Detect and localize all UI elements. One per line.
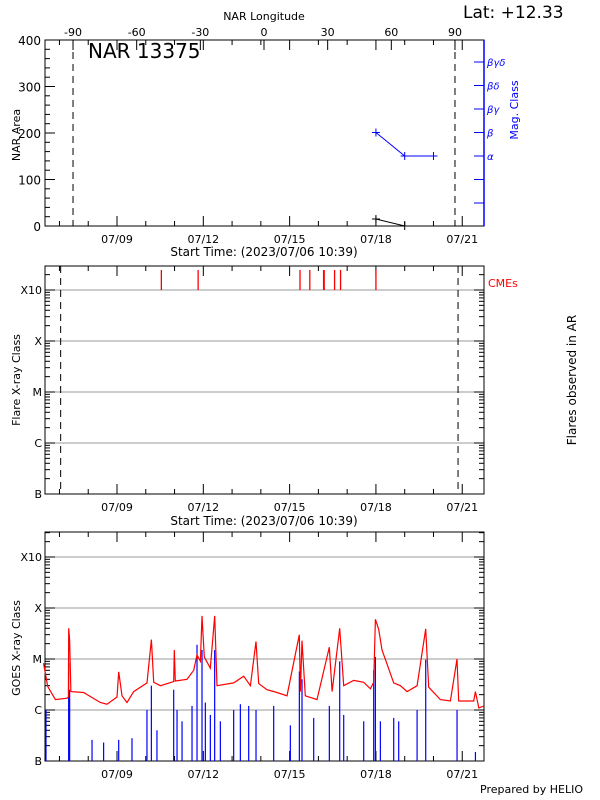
- flares-y-tick-label: X: [34, 335, 42, 348]
- goes-plot-frame: [44, 531, 485, 762]
- longitude-tick-label: 60: [384, 26, 398, 39]
- goes-x-tick-label: 07/09: [101, 768, 133, 781]
- region-label: NAR 13375: [88, 39, 201, 63]
- nar-y-tick-label: 100: [18, 174, 41, 188]
- mag-class-tick-label: βγδ: [486, 58, 505, 69]
- goes-x-tick-label: 07/12: [187, 768, 219, 781]
- area-point: [400, 222, 409, 230]
- flares-plot-frame: [44, 265, 485, 495]
- goes-y-tick-label: X10: [20, 551, 42, 564]
- flares-x-tick-label: 07/15: [274, 501, 306, 514]
- flares-x-tick-label: 07/18: [360, 501, 392, 514]
- credit-label: Prepared by HELIO: [480, 783, 583, 796]
- flares-x-tick-label: 07/21: [446, 501, 478, 514]
- longitude-tick-label: 90: [448, 26, 462, 39]
- goes-y-tick-label: B: [34, 755, 42, 768]
- goes-y-tick-label: M: [33, 653, 43, 666]
- longitude-tick-label: -30: [191, 26, 209, 39]
- nar-x-tick-label: 07/09: [101, 233, 133, 246]
- mag-class-tick-label: β: [486, 129, 494, 140]
- mag-class-tick-label: βδ: [486, 82, 500, 93]
- mag-class-ylabel: Mag. Class: [508, 80, 521, 139]
- nar-y-tick-label: 200: [18, 127, 41, 141]
- longitude-tick-label: 30: [321, 26, 335, 39]
- longitude-tick-label: 0: [261, 26, 268, 39]
- flares-observed-ylabel: Flares observed in AR: [565, 315, 579, 445]
- longitude-tick-label: -60: [128, 26, 146, 39]
- flares-y-tick-label: X10: [20, 284, 42, 297]
- flares-y-tick-label: M: [33, 386, 43, 399]
- goes-x-tick-label: 07/18: [360, 768, 392, 781]
- nar-x-tick-label: 07/12: [187, 233, 219, 246]
- nar-y-tick-label: 0: [33, 220, 41, 234]
- goes-x-tick-label: 07/21: [446, 768, 478, 781]
- nar-plot-frame: [44, 39, 485, 227]
- goes-long-line: [42, 615, 485, 709]
- top-axis-title: NAR Longitude: [223, 10, 305, 23]
- mag-class-point: [429, 152, 438, 160]
- flares-y-tick-label: C: [34, 437, 42, 450]
- cme-legend: CMEs: [488, 277, 518, 290]
- area-line: [375, 218, 405, 227]
- mag-class-point: [371, 128, 380, 137]
- goes-class-ylabel: GOES X-ray Class: [10, 600, 23, 696]
- latitude-label: Lat: +12.33: [463, 3, 564, 23]
- mag-class-tick-label: α: [487, 152, 494, 163]
- goes-x-tick-label: 07/15: [274, 768, 306, 781]
- nar-x-tick-label: 07/18: [360, 233, 392, 246]
- flares-x-tick-label: 07/09: [101, 501, 133, 514]
- goes-y-tick-label: X: [34, 602, 42, 615]
- flares-y-tick-label: B: [34, 488, 42, 501]
- nar-x-tick-label: 07/15: [274, 233, 306, 246]
- flares-x-tick-label: 07/12: [187, 501, 219, 514]
- flares-xlabel: Start Time: (2023/07/06 10:39): [170, 514, 357, 528]
- nar-area-ylabel: NAR Area: [10, 109, 23, 161]
- nar-y-tick-label: 400: [18, 34, 41, 48]
- flare-class-ylabel: Flare X-ray Class: [10, 334, 23, 426]
- mag-class-tick-label: βγ: [486, 105, 500, 116]
- goes-y-tick-label: C: [34, 704, 42, 717]
- nar-y-tick-label: 300: [18, 81, 41, 95]
- longitude-tick-label: -90: [64, 26, 82, 39]
- nar-xlabel: Start Time: (2023/07/06 10:39): [170, 245, 357, 259]
- nar-x-tick-label: 07/21: [446, 233, 478, 246]
- mag-class-point: [400, 152, 409, 160]
- area-point: [371, 215, 380, 224]
